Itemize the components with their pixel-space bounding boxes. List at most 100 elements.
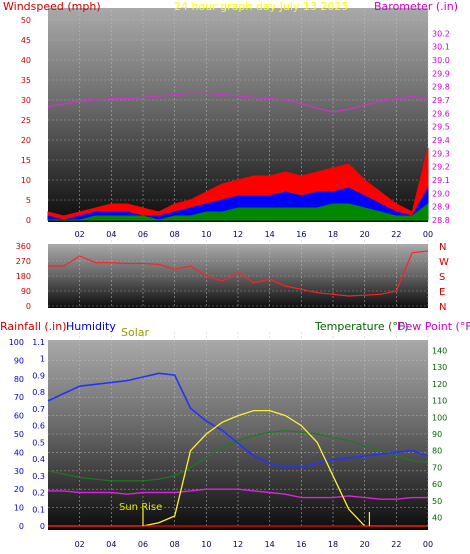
humidity-tick-label: 100 [9, 338, 24, 347]
barometer-tick-label: 28.9 [432, 203, 450, 212]
windspeed-tick-label: 15 [21, 156, 31, 165]
barometer-tick-label: 29.4 [432, 136, 450, 145]
solar-legend: Solar [121, 326, 150, 339]
barometer-axis-title: Barometer (.in) [374, 0, 458, 13]
windspeed-tick-label: 30 [21, 96, 31, 105]
rainfall-tick-label: 0.3 [32, 472, 45, 481]
hour-tick-label: 08 [170, 540, 180, 549]
humidity-tick-label: 90 [14, 356, 24, 365]
windspeed-tick-label: 40 [21, 56, 31, 65]
temperature-tick-label: 40 [432, 514, 442, 523]
temperature-axis-title: Temperature (°F) [314, 320, 409, 333]
barometer-tick-label: 28.8 [432, 216, 450, 225]
temperature-tick-label: 90 [432, 430, 442, 439]
rainfall-tick-label: 0.7 [32, 405, 45, 414]
hour-tick-label: 20 [360, 230, 370, 239]
windspeed-tick-label: 5 [26, 196, 31, 205]
compass-label: N [439, 302, 446, 313]
rainfall-tick-label: 0.1 [32, 505, 45, 514]
temperature-tick-label: 140 [432, 346, 447, 355]
hour-tick-label: 04 [106, 540, 116, 549]
windspeed-tick-label: 50 [21, 16, 31, 25]
rainfall-tick-label: 1 [40, 355, 45, 364]
barometer-tick-label: 29.7 [432, 96, 450, 105]
dew-point-series [48, 488, 428, 500]
rainfall-tick-label: 0.6 [32, 422, 45, 431]
rainfall-tick-label: 0.9 [32, 371, 45, 380]
barometer-tick-label: 30.2 [432, 29, 450, 38]
rainfall-tick-label: 0.8 [32, 388, 45, 397]
climate-panel-background [48, 340, 428, 530]
wind-average-series [48, 202, 429, 221]
graph-title: 24 hour graph day July 13 2025 [174, 0, 348, 13]
temperature-series [47, 430, 429, 482]
humidity-tick-label: 70 [14, 393, 24, 402]
temperature-tick-label: 120 [432, 380, 447, 389]
hour-tick-label: 00 [423, 230, 433, 239]
compass-label: N [439, 242, 446, 253]
hour-tick-label: 16 [296, 230, 306, 239]
rainfall-tick-label: 0 [40, 522, 45, 531]
barometer-tick-label: 30.0 [432, 56, 450, 65]
temperature-tick-label: 60 [432, 480, 442, 489]
barometer-tick-label: 29.2 [432, 163, 450, 172]
hour-tick-label: 16 [296, 540, 306, 549]
barometer-tick-label: 29.6 [432, 109, 450, 118]
hour-tick-label: 14 [265, 540, 275, 549]
axis-labels: 0510152025303540455028.828.929.029.129.2… [9, 16, 450, 549]
compass-label: W [439, 257, 449, 268]
humidity-tick-label: 10 [14, 504, 24, 513]
temperature-tick-label: 100 [432, 413, 447, 422]
humidity-axis-title: Humidity [66, 320, 116, 333]
dewpoint-axis-title: Dew Point (°F) [397, 320, 470, 333]
windspeed-tick-label: 20 [21, 136, 31, 145]
humidity-tick-label: 0 [19, 522, 24, 531]
hour-tick-label: 14 [265, 230, 275, 239]
barometer-series [47, 92, 429, 113]
direction-tick-label: 270 [16, 257, 31, 266]
hour-tick-label: 02 [75, 540, 85, 549]
windspeed-tick-label: 25 [21, 116, 31, 125]
humidity-tick-label: 50 [14, 430, 24, 439]
hour-tick-label: 04 [106, 230, 116, 239]
hour-tick-label: 22 [391, 540, 401, 549]
hour-tick-label: 06 [138, 230, 148, 239]
humidity-tick-label: 40 [14, 448, 24, 457]
barometer-tick-label: 30.1 [432, 43, 450, 52]
temperature-tick-label: 70 [432, 463, 442, 472]
hour-tick-label: 18 [328, 540, 338, 549]
direction-tick-label: 0 [26, 302, 31, 311]
barometer-tick-label: 29.1 [432, 176, 450, 185]
windspeed-tick-label: 45 [21, 36, 31, 45]
rainfall-tick-label: 0.4 [32, 455, 45, 464]
hour-tick-label: 18 [328, 230, 338, 239]
hour-tick-label: 12 [233, 230, 243, 239]
direction-tick-label: 180 [16, 272, 31, 281]
sun-rise-annotation: Sun Rise [119, 502, 162, 513]
barometer-tick-label: 29.5 [432, 123, 450, 132]
hour-tick-label: 02 [75, 230, 85, 239]
hour-tick-label: 10 [201, 540, 211, 549]
windspeed-tick-label: 35 [21, 76, 31, 85]
hour-tick-label: 22 [391, 230, 401, 239]
barometer-tick-label: 29.9 [432, 69, 450, 78]
rainfall-tick-label: 1.1 [32, 338, 45, 347]
barometer-tick-label: 29.3 [432, 149, 450, 158]
data-series [47, 92, 429, 527]
hour-tick-label: 20 [360, 540, 370, 549]
hour-tick-label: 08 [170, 230, 180, 239]
humidity-tick-label: 60 [14, 412, 24, 421]
temperature-tick-label: 50 [432, 497, 442, 506]
rainfall-tick-label: 0.2 [32, 489, 45, 498]
rainfall-axis-title: Rainfall (.in) [0, 320, 67, 333]
compass-label: S [439, 272, 445, 283]
barometer-tick-label: 29.8 [432, 83, 450, 92]
humidity-tick-label: 20 [14, 485, 24, 494]
humidity-tick-label: 30 [14, 467, 24, 476]
wind-direction-series [48, 250, 429, 297]
humidity-series [47, 372, 429, 468]
humidity-tick-label: 80 [14, 375, 24, 384]
direction-tick-label: 360 [16, 242, 31, 251]
